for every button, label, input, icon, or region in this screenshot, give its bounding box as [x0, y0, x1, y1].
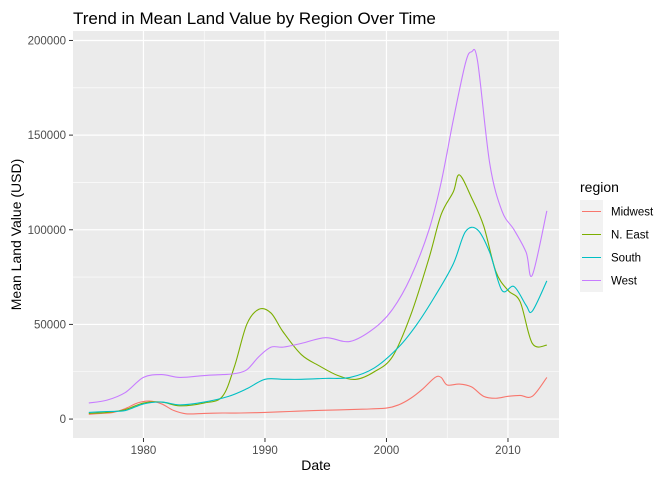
y-tick-label: 200000 [28, 35, 66, 47]
legend-title: region [580, 179, 619, 195]
x-axis-title: Date [301, 457, 331, 473]
legend-label-n-east: N. East [611, 230, 650, 242]
y-tick-label: 100000 [28, 225, 66, 237]
x-tick-label: 1980 [131, 445, 157, 457]
x-tick-label: 1990 [252, 445, 278, 457]
y-tick-label: 150000 [28, 130, 66, 142]
chart-title: Trend in Mean Land Value by Region Over … [73, 9, 436, 28]
legend: region Midwest N. East South West [580, 179, 654, 292]
x-axis: 1980 1990 2000 2010 [131, 438, 521, 457]
y-axis: 0 50000 100000 150000 200000 [28, 35, 73, 426]
y-axis-title: Mean Land Value (USD) [8, 159, 24, 310]
legend-label-west: West [611, 276, 638, 288]
plot-panel [73, 31, 559, 438]
series-line-west [88, 48, 548, 404]
y-tick-label: 50000 [34, 319, 66, 331]
legend-label-south: South [611, 253, 641, 265]
series-line-n-east [88, 174, 547, 414]
series-lines [88, 48, 548, 415]
x-tick-label: 2010 [495, 445, 521, 457]
series-line-south [88, 226, 548, 413]
x-tick-label: 2000 [374, 445, 400, 457]
legend-label-midwest: Midwest [611, 207, 654, 219]
series-line-midwest [88, 375, 548, 415]
grid-lines [73, 31, 559, 438]
y-tick-label: 0 [60, 414, 66, 426]
